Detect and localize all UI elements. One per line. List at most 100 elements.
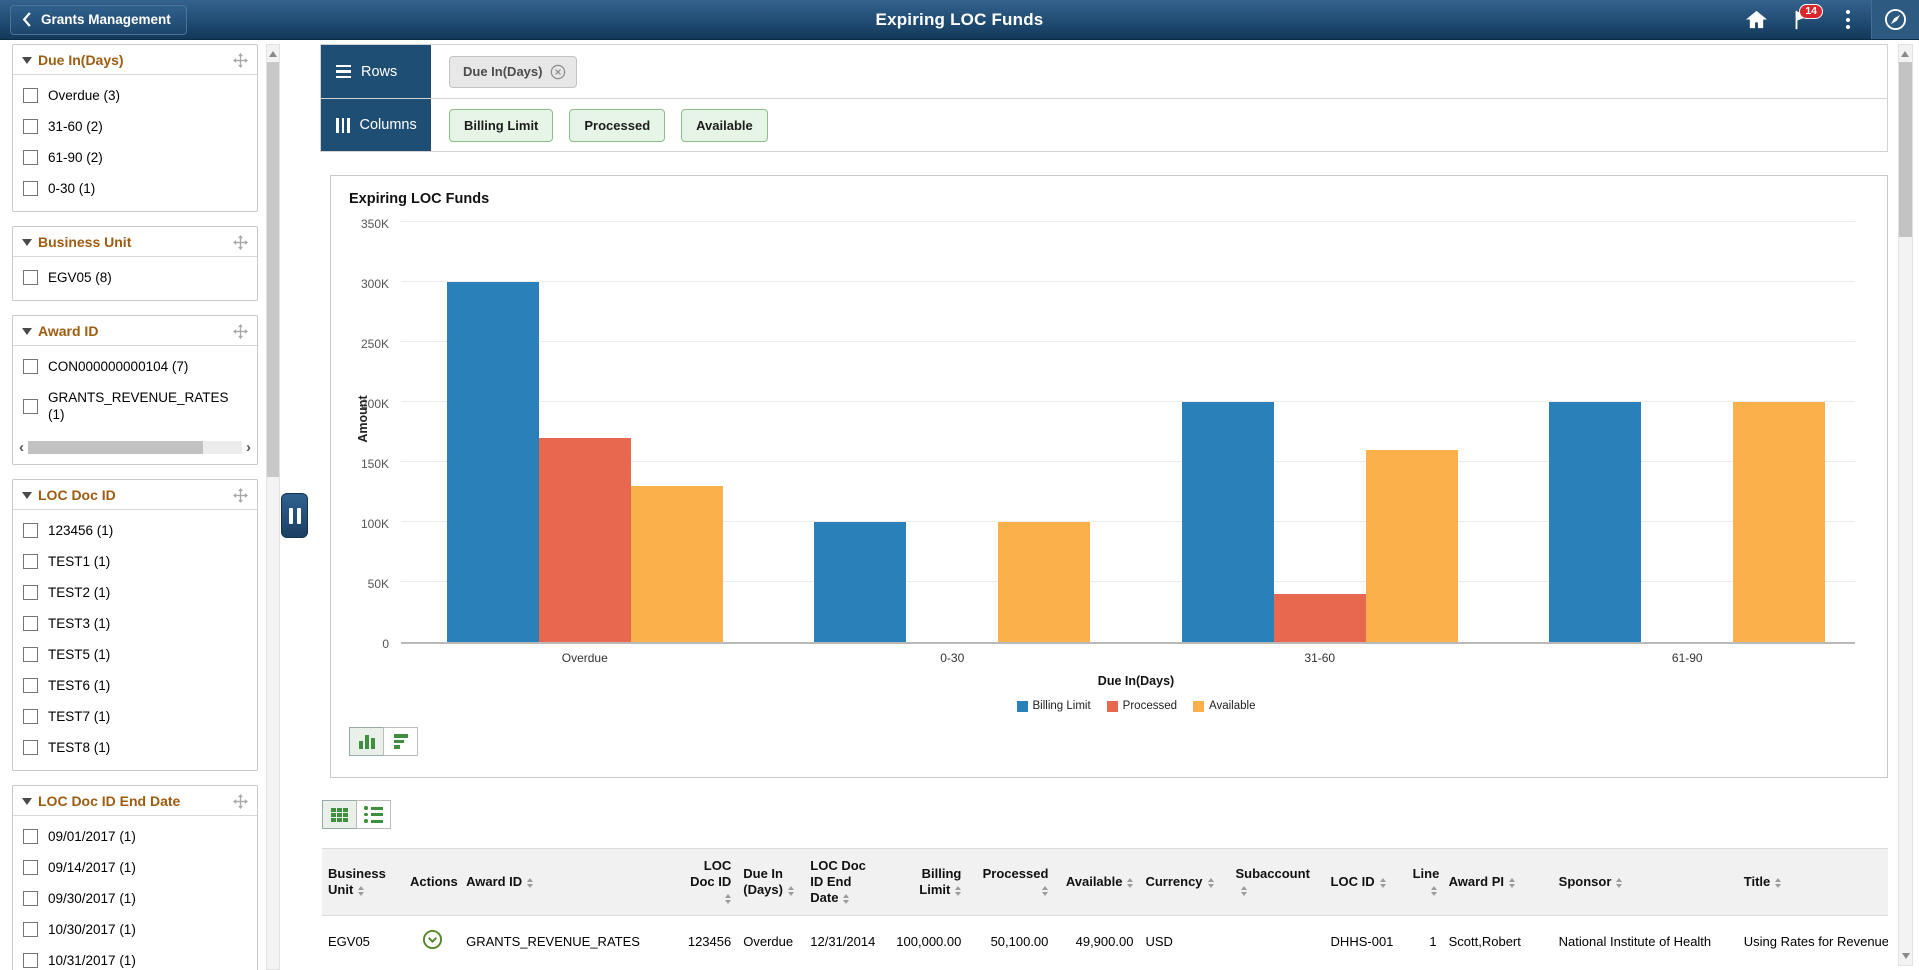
column-header-award-id[interactable]: Award ID [460, 848, 676, 916]
column-header-loc-doc-id-end-date[interactable]: LOC Doc ID End Date [804, 848, 888, 916]
facet-item[interactable]: TEST2 (1) [13, 577, 257, 608]
sort-icon[interactable] [527, 877, 534, 888]
column-header-subaccount[interactable]: Subaccount [1229, 848, 1325, 916]
actions-menu-button[interactable] [1825, 0, 1871, 39]
facet-item[interactable]: 0-30 (1) [13, 173, 257, 204]
column-header-line[interactable]: Line [1406, 848, 1443, 916]
collapse-facet-icon[interactable] [22, 797, 32, 805]
chart-bar-billing-limit[interactable] [1549, 402, 1642, 642]
sort-icon[interactable] [787, 885, 794, 896]
checkbox[interactable] [23, 891, 38, 906]
checkbox[interactable] [23, 585, 38, 600]
column-chip[interactable]: Billing Limit [449, 108, 554, 142]
sort-icon[interactable] [1430, 885, 1437, 896]
collapse-facet-icon[interactable] [22, 56, 32, 64]
checkbox[interactable] [23, 740, 38, 755]
main-scrollbar[interactable] [1898, 44, 1913, 966]
collapse-facet-icon[interactable] [22, 238, 32, 246]
facet-move-handle[interactable] [233, 234, 248, 250]
checkbox[interactable] [23, 554, 38, 569]
facet-item[interactable]: 61-90 (2) [13, 142, 257, 173]
column-header-available[interactable]: Available [1054, 848, 1140, 916]
checkbox[interactable] [23, 678, 38, 693]
checkbox[interactable] [23, 523, 38, 538]
back-button[interactable]: Grants Management [10, 4, 187, 35]
facet-item[interactable]: TEST6 (1) [13, 670, 257, 701]
column-header-currency[interactable]: Currency [1139, 848, 1230, 916]
checkbox[interactable] [23, 953, 38, 968]
related-actions-icon[interactable] [422, 929, 443, 950]
sort-icon[interactable] [843, 893, 850, 904]
main-scroll-up-arrow-icon[interactable] [1899, 48, 1911, 60]
column-header-loc-id[interactable]: LOC ID [1324, 848, 1407, 916]
checkbox[interactable] [23, 709, 38, 724]
sort-icon[interactable] [1616, 877, 1623, 888]
list-view-button[interactable] [356, 800, 391, 829]
facet-item[interactable]: 09/14/2017 (1) [13, 852, 257, 883]
chart-bar-billing-limit[interactable] [446, 282, 539, 642]
cell-actions[interactable] [404, 916, 460, 967]
sidebar-scrollbar-thumb[interactable] [267, 62, 279, 477]
grid-view-button[interactable] [322, 800, 357, 829]
sort-icon[interactable] [1509, 877, 1515, 888]
column-header-due-in-days-[interactable]: Due In (Days) [737, 848, 805, 916]
checkbox[interactable] [23, 181, 38, 196]
facet-item[interactable]: 10/30/2017 (1) [13, 914, 257, 945]
checkbox[interactable] [23, 119, 38, 134]
horizontal-bar-chart-button[interactable] [383, 727, 418, 756]
column-header-billing-limit[interactable]: Billing Limit [887, 848, 968, 916]
sort-icon[interactable] [1240, 885, 1247, 896]
column-header-award-pi[interactable]: Award PI [1442, 848, 1553, 916]
chart-bar-billing-limit[interactable] [814, 522, 907, 642]
facet-item[interactable]: CON000000000104 (7) [13, 351, 257, 382]
scrollbar-thumb[interactable] [28, 441, 204, 454]
column-header-processed[interactable]: Processed [967, 848, 1055, 916]
facet-item[interactable]: TEST7 (1) [13, 701, 257, 732]
facet-item[interactable]: 10/31/2017 (1) [13, 945, 257, 970]
main-scroll-down-arrow-icon[interactable] [1899, 950, 1912, 962]
column-header-title[interactable]: Title [1737, 848, 1888, 916]
facet-item[interactable]: TEST1 (1) [13, 546, 257, 577]
checkbox[interactable] [23, 616, 38, 631]
scrollbar-track[interactable] [28, 441, 242, 454]
facet-item[interactable]: TEST3 (1) [13, 608, 257, 639]
chart-bar-available[interactable] [1733, 402, 1826, 642]
scroll-right-arrow-icon[interactable]: › [246, 439, 251, 456]
sidebar-scrollbar[interactable] [266, 44, 280, 970]
facet-item[interactable]: GRANTS_REVENUE_RATES (1) [13, 382, 257, 430]
chart-bar-available[interactable] [998, 522, 1091, 642]
chart-bar-available[interactable] [1365, 450, 1458, 642]
home-button[interactable] [1733, 0, 1779, 39]
chart-bar-processed[interactable] [538, 438, 631, 642]
remove-chip-icon[interactable] [550, 64, 566, 80]
sidebar-collapse-handle[interactable] [281, 493, 308, 538]
facet-item[interactable]: Overdue (3) [13, 80, 257, 111]
sidebar-scroll-up-arrow-icon[interactable] [267, 48, 279, 60]
sort-icon[interactable] [1775, 877, 1782, 888]
sort-icon[interactable] [955, 885, 962, 896]
column-header-sponsor[interactable]: Sponsor [1552, 848, 1738, 916]
navbar-button[interactable] [1871, 0, 1919, 39]
collapse-facet-icon[interactable] [22, 327, 32, 335]
facet-item[interactable]: 123456 (1) [13, 515, 257, 546]
checkbox[interactable] [23, 860, 38, 875]
checkbox[interactable] [23, 150, 38, 165]
facet-item[interactable]: 09/01/2017 (1) [13, 821, 257, 852]
scroll-left-arrow-icon[interactable]: ‹ [19, 439, 24, 456]
facet-item[interactable]: 09/30/2017 (1) [13, 883, 257, 914]
chart-bar-billing-limit[interactable] [1181, 402, 1274, 642]
checkbox[interactable] [23, 398, 38, 414]
column-header-business-unit[interactable]: Business Unit [322, 848, 405, 916]
sort-icon[interactable] [1207, 877, 1214, 888]
facet-move-handle[interactable] [233, 52, 248, 68]
facet-move-handle[interactable] [233, 487, 248, 503]
sort-icon[interactable] [1379, 877, 1386, 888]
checkbox[interactable] [23, 829, 38, 844]
main-scrollbar-thumb[interactable] [1899, 62, 1912, 237]
checkbox[interactable] [23, 359, 38, 374]
checkbox[interactable] [23, 270, 38, 285]
facet-move-handle[interactable] [233, 323, 248, 339]
facet-move-handle[interactable] [233, 793, 248, 809]
checkbox[interactable] [23, 922, 38, 937]
notifications-button[interactable]: 14 [1779, 0, 1825, 39]
